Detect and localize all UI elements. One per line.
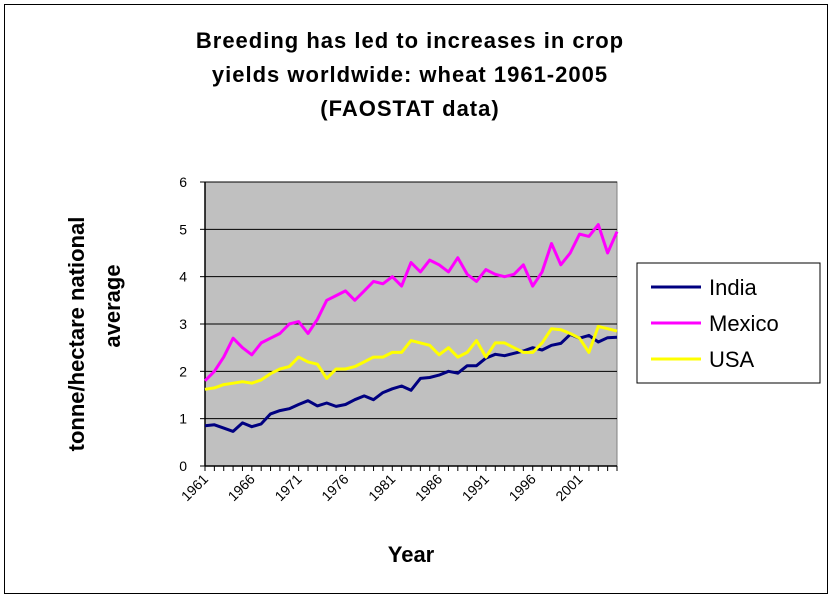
- x-tick-label: 1996: [506, 471, 539, 504]
- axes: [200, 181, 618, 471]
- y-tick-label: 1: [179, 411, 187, 427]
- y-tick-label: 5: [179, 221, 187, 237]
- x-tick-label: 1971: [271, 471, 304, 504]
- legend-label: India: [709, 275, 757, 300]
- legend-label: USA: [709, 347, 755, 372]
- series-group: [203, 223, 619, 433]
- x-tick-label: 2001: [552, 471, 585, 504]
- y-tick-labels: 0 1 2 3 4 5 6: [179, 174, 187, 474]
- series-line-india: [204, 332, 618, 433]
- chart-title-line: yields worldwide: wheat 1961-2005: [211, 62, 609, 87]
- y-tick-label: 2: [179, 363, 187, 379]
- x-tick-label: 1961: [178, 471, 211, 504]
- y-tick-label: 6: [179, 174, 187, 190]
- chart-title: Breeding has led to increases in crop yi…: [60, 24, 760, 126]
- y-tick-label: 3: [179, 316, 187, 332]
- x-tick-label: 1966: [225, 471, 258, 504]
- y-tick-label: 0: [179, 458, 187, 474]
- legend: India Mexico USA: [636, 262, 821, 384]
- x-tick-label: 1991: [459, 471, 492, 504]
- series-line-mexico: [203, 223, 619, 382]
- gridlines: [205, 181, 617, 420]
- y-tick-label: 4: [179, 269, 187, 285]
- x-axis-label: Year: [388, 542, 435, 567]
- legend-label: Mexico: [709, 311, 779, 336]
- y-axis-label: average: [100, 264, 125, 347]
- series-line-usa: [204, 324, 618, 391]
- x-tick-labels: 1961 1966 1971 1976 1981 1986 1991 1996 2001: [178, 471, 586, 504]
- chart-title-line: (FAOSTAT data): [320, 96, 500, 121]
- x-tick-label: 1986: [412, 471, 445, 504]
- x-tick-label: 1976: [318, 471, 351, 504]
- x-tick-label: 1981: [365, 471, 398, 504]
- chart-title-line: Breeding has led to increases in crop: [195, 28, 625, 53]
- y-axis-label: tonne/hectare national: [64, 217, 89, 452]
